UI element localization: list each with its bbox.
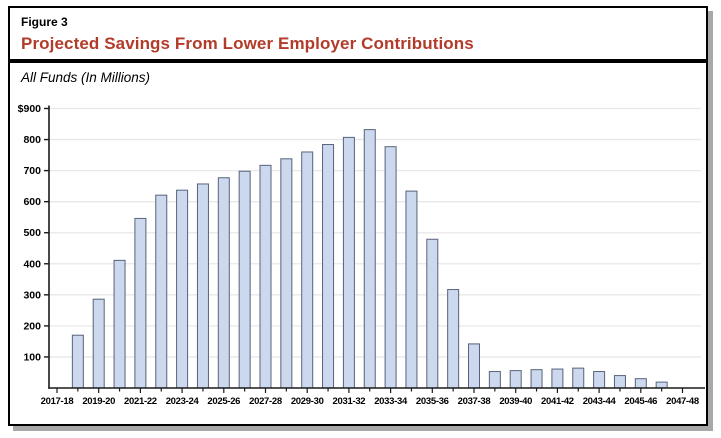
- bar: [634, 378, 647, 389]
- bar: [572, 367, 585, 389]
- bar: [259, 164, 272, 389]
- bar: [593, 371, 606, 389]
- x-tick-label: 2043-44: [583, 396, 617, 407]
- x-tick-label: 2037-38: [458, 396, 491, 407]
- bar: [530, 369, 543, 389]
- bar: [92, 298, 105, 389]
- bar: [613, 375, 626, 389]
- figure-subtitle: All Funds (In Millions): [21, 70, 151, 85]
- y-tick-label: 100: [23, 351, 41, 363]
- x-tick-label: 2023-24: [166, 396, 200, 407]
- y-tick-label: 600: [23, 196, 41, 208]
- bar: [113, 259, 126, 389]
- x-tick-label: 2025-26: [207, 396, 240, 407]
- x-tick-label: 2017-18: [41, 396, 74, 407]
- bar-chart: 100 200 300 400 500 600 700 800 $900 2017-18 2019-…: [18, 103, 705, 407]
- bar: [342, 136, 355, 389]
- bar: [71, 334, 84, 389]
- x-tick-label: 2041-42: [541, 396, 574, 407]
- figure-number: Figure 3: [21, 15, 68, 29]
- x-tick-label: 2019-20: [82, 396, 115, 407]
- bar: [363, 129, 376, 389]
- bar: [405, 190, 418, 389]
- x-tick-label: 2029-30: [291, 396, 324, 407]
- bar: [155, 194, 168, 389]
- bar: [509, 370, 522, 389]
- bar: [280, 158, 293, 389]
- y-tick-label: 700: [23, 165, 41, 177]
- bar: [551, 368, 564, 389]
- bar: [322, 144, 335, 389]
- x-tick-label: 2027-28: [249, 396, 282, 407]
- y-tick-label: 400: [23, 258, 41, 270]
- x-tick-label: 2039-40: [499, 396, 532, 407]
- y-tick-label: 300: [23, 289, 41, 301]
- x-tick-label: 2031-32: [333, 396, 366, 407]
- x-tick-label: 2021-22: [124, 396, 157, 407]
- bar: [134, 217, 147, 389]
- x-tick-label: 2033-34: [374, 396, 408, 407]
- bar: [196, 183, 209, 389]
- bar: [301, 151, 314, 389]
- x-tick-label: 2047-48: [666, 396, 699, 407]
- x-tick-label: 2035-36: [416, 396, 449, 407]
- bar: [426, 238, 439, 389]
- bar: [217, 177, 230, 389]
- bar: [655, 381, 668, 389]
- bar: [238, 170, 251, 389]
- bar: [176, 189, 189, 389]
- bar: [384, 146, 397, 389]
- y-tick-label: $900: [18, 103, 42, 115]
- figure-title: Projected Savings From Lower Employer Co…: [21, 34, 474, 53]
- y-tick-label: 800: [23, 134, 41, 146]
- bar: [488, 371, 501, 389]
- x-tick-label: 2045-46: [624, 396, 657, 407]
- y-tick-label: 500: [23, 227, 41, 239]
- figure-frame: Figure 3 Projected Savings From Lower Em…: [8, 6, 708, 426]
- y-tick-label: 200: [23, 320, 41, 332]
- bar: [447, 289, 460, 389]
- bar: [468, 343, 480, 389]
- header-divider: [10, 59, 706, 63]
